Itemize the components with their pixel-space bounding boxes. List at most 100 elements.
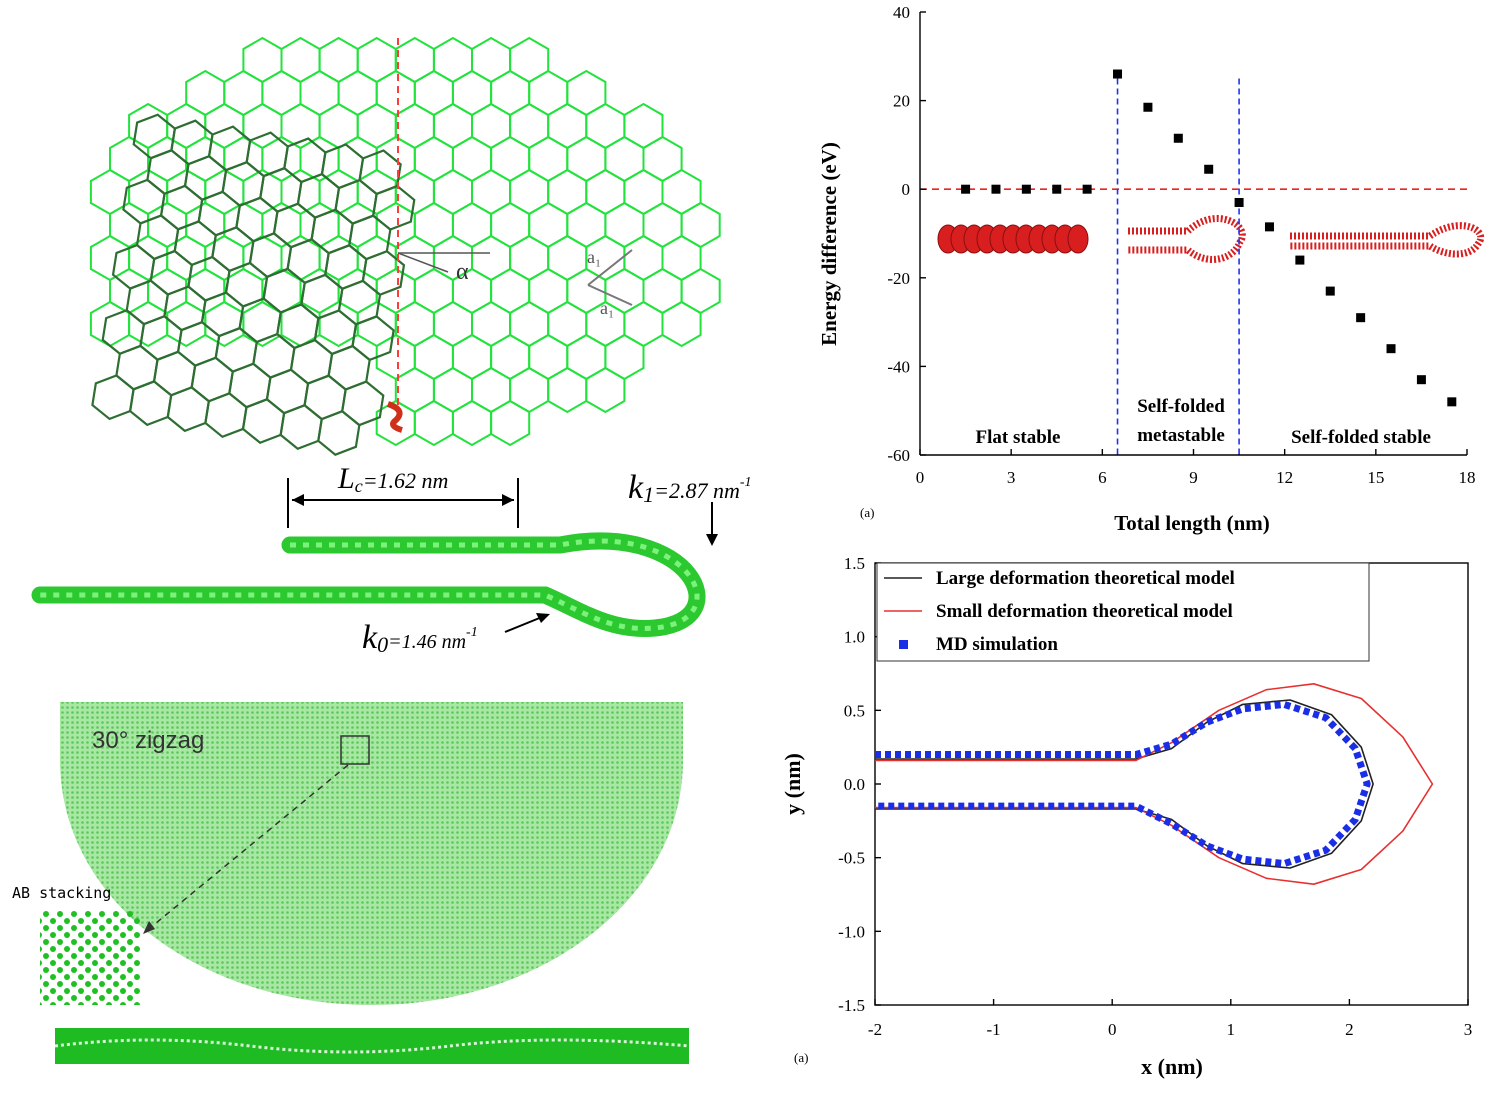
lattice-hex-dark [111, 243, 156, 290]
lattice-hex [128, 300, 169, 348]
energy-data-point [1416, 375, 1426, 385]
k0-pointer-arrow-icon [536, 613, 550, 623]
profile-series-line [875, 700, 1371, 868]
lc-arrow-right-icon [502, 494, 514, 506]
energy-data-point [1143, 102, 1153, 112]
energy-data-point [1021, 184, 1031, 194]
lattice-hex-dark [211, 226, 255, 273]
energy-x-tick-label: 0 [916, 468, 925, 487]
energy-chart-xlabel: Total length (nm) [1114, 511, 1270, 535]
top-layer-lattice [89, 36, 721, 447]
energy-data-point [1204, 164, 1214, 174]
lattice-hex-dark [101, 309, 146, 355]
lattice-hex-dark [190, 356, 234, 403]
legend-label: Small deformation theoretical model [936, 601, 1233, 622]
lattice-hex [490, 399, 531, 447]
legend-swatch-marker [899, 640, 908, 649]
semicircular-flake: 30° zigzag AB stacking [12, 702, 690, 1064]
k0-pointer-line [504, 616, 543, 633]
bilayer-lattice: α a₁ a₁ [89, 36, 721, 456]
legend-label: Large deformation theoretical model [936, 568, 1235, 589]
flake-orientation-label: 30° zigzag [92, 727, 204, 754]
profile-series-line [875, 683, 1434, 885]
lattice-hex [547, 366, 588, 414]
lattice-hex-dark [163, 285, 207, 332]
region-folded-stable-label: Self-folded stable [1291, 427, 1431, 448]
profile-y-tick-label: -0.5 [838, 849, 865, 868]
lattice-hex-dark [204, 392, 248, 439]
profile-chart-axes: -1.5 -1.0 -0.5 0.0 0.5 1.0 1.5 -2 -1 0 1 2 3 [838, 554, 1472, 1039]
lattice-vector-a2-label: a₁ [600, 298, 614, 318]
lattice-hex-dark [341, 380, 385, 427]
lattice-hex-dark [279, 404, 323, 450]
profile-chart-marks [875, 683, 1434, 885]
energy-data-point [1356, 313, 1366, 323]
energy-x-tick-label: 18 [1459, 468, 1476, 487]
energy-y-tick-label: 0 [902, 180, 911, 199]
lattice-hex-dark [317, 409, 361, 456]
energy-y-tick-label: 40 [893, 3, 910, 22]
zoom-pointer-line [149, 764, 349, 929]
energy-x-tick-label: 12 [1276, 468, 1293, 487]
profile-chart-ylabel: y (nm) [780, 753, 805, 815]
flake-sheet [60, 702, 683, 1005]
profile-chart-legend-items: Large deformation theoretical model Small… [884, 568, 1235, 655]
energy-data-point [1234, 197, 1244, 207]
lattice-hex-dark [310, 208, 354, 255]
profile-y-tick-label: 1.5 [844, 554, 865, 573]
lattice-hex-dark [324, 244, 368, 291]
energy-data-point [1325, 286, 1335, 296]
lattice-hex [661, 300, 702, 348]
profile-x-tick-label: 1 [1227, 1020, 1236, 1039]
lattice-hex-dark [200, 291, 245, 338]
region-metastable-label: Self-folded metastable [1137, 396, 1225, 446]
profile-x-tick-label: -2 [868, 1020, 882, 1039]
energy-y-tick-label: 20 [893, 92, 910, 111]
angle-alpha-label: α [456, 259, 469, 285]
lattice-hex-dark [228, 362, 272, 409]
lattice-vector-a1-label: a₁ [587, 247, 601, 267]
energy-x-tick-label: 15 [1367, 468, 1384, 487]
lattice-hex-dark [289, 338, 334, 385]
energy-chart-ylabel: Energy difference (eV) [817, 142, 841, 346]
energy-data-point [1052, 184, 1062, 194]
lattice-hex [451, 399, 493, 447]
lattice-hex [89, 300, 131, 348]
energy-y-tick-label: -40 [887, 357, 910, 376]
lattice-hex-dark [327, 344, 371, 391]
profile-x-tick-label: -1 [987, 1020, 1001, 1039]
lattice-vector-a1-line [587, 249, 633, 286]
lattice-hex-dark [128, 380, 173, 427]
folded-ribbon: Lc=1.62 nm k1=2.87 nm-1 k0=1.46 nm-1 [31, 462, 752, 657]
energy-data-point [1295, 255, 1305, 265]
profile-y-tick-label: -1.0 [838, 922, 865, 941]
lc-arrow-left-icon [292, 494, 304, 506]
energy-data-point [991, 184, 1001, 194]
energy-y-tick-label: -60 [887, 446, 910, 465]
ribbon-highlight [40, 538, 700, 631]
lattice-hex-dark [214, 326, 258, 373]
energy-data-point [1082, 184, 1092, 194]
lattice-hex-dark [132, 113, 177, 160]
k1-pointer-arrow-icon [706, 534, 718, 546]
energy-chart: -60 -40 -20 0 20 40 0 3 6 9 12 15 18 Energy differen… [817, 3, 1484, 535]
lattice-hex-dark [303, 374, 347, 421]
lattice-hex [413, 399, 454, 447]
profile-chart-xlabel: x (nm) [1141, 1054, 1203, 1079]
lattice-hex-dark [207, 125, 252, 172]
lattice-hex-dark [91, 374, 135, 421]
lattice-hex-dark [265, 368, 310, 415]
ab-stacking-inset [40, 910, 140, 1005]
lattice-hex [585, 366, 626, 414]
lattice-hex-dark [372, 184, 416, 231]
flake-side-view [55, 1028, 689, 1064]
flat-chain-sphere [1067, 224, 1089, 254]
energy-data-point [1386, 344, 1396, 354]
ribbon-body [31, 532, 706, 637]
profile-x-tick-label: 0 [1108, 1020, 1117, 1039]
lattice-hex-dark [135, 214, 180, 261]
profile-y-tick-label: 0.0 [844, 775, 865, 794]
energy-data-point [1173, 133, 1183, 143]
lattice-vector-a2-line [587, 284, 633, 306]
